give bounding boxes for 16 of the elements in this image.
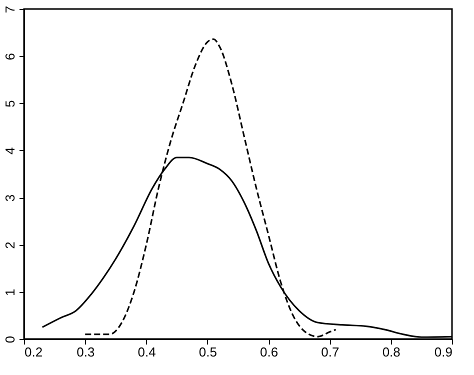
y-tick-label: 2 [2,242,18,249]
y-tick-label: 1 [2,288,18,296]
y-tick-label: 3 [2,194,18,202]
x-tick-label: 0.9 [434,344,452,360]
y-tick-label: 7 [2,6,18,14]
x-tick-label: 0.8 [382,344,400,360]
x-tick-label: 0.6 [260,344,278,360]
x-tick-label: 0.5 [198,344,217,360]
y-tick-label: 6 [2,53,18,60]
x-tick-label: 0.7 [321,344,340,360]
y-tick-label: 4 [2,147,18,155]
x-tick-label: 0.3 [76,344,95,360]
y-tick-label: 0 [2,336,18,344]
y-tick-label: 5 [2,100,18,108]
x-tick-label: 0.2 [24,344,43,360]
x-tick-label: 0.4 [138,344,156,360]
